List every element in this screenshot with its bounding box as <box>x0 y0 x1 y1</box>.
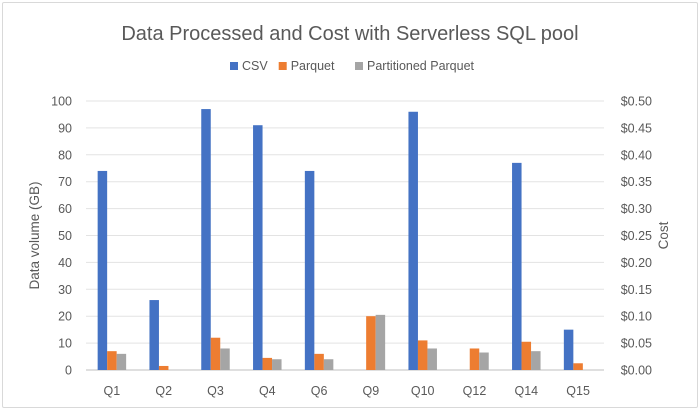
bar-partitioned-parquet-q9 <box>375 314 386 370</box>
bar-partitioned-parquet-q6 <box>323 359 334 370</box>
bar-parquet-q2 <box>158 365 169 370</box>
y2-tick-label: $0.10 <box>621 310 652 324</box>
y2-tick-label: $0.40 <box>621 148 652 162</box>
chart-title: Data Processed and Cost with Serverless … <box>121 23 578 45</box>
gridlines <box>86 100 604 371</box>
y2-tick-label: $0.45 <box>621 121 652 135</box>
legend-swatch <box>355 62 363 70</box>
legend-label: CSV <box>242 59 268 73</box>
bar-parquet-q3 <box>210 337 221 370</box>
y-tick-label: 10 <box>58 337 72 351</box>
y-tick-label: 20 <box>58 310 72 324</box>
x-tick-label: Q9 <box>363 384 380 398</box>
bar-parquet-q15 <box>573 363 583 370</box>
x-tick-label: Q6 <box>311 384 328 398</box>
y-tick-label: 30 <box>58 283 72 297</box>
x-tick-label: Q10 <box>411 384 435 398</box>
bar-csv-q1 <box>97 170 108 370</box>
y-tick-label: 70 <box>58 175 72 189</box>
bar-partitioned-parquet-q12 <box>479 352 489 370</box>
legend-label: Parquet <box>291 59 335 73</box>
y-axis-title: Data volume (GB) <box>27 181 42 289</box>
bar-parquet-q9 <box>366 316 376 370</box>
legend-swatch <box>278 62 287 70</box>
legend: CSV Parquet Partitioned Parquet <box>230 59 475 73</box>
bar-csv-q2 <box>149 300 159 370</box>
y-tick-label: 80 <box>58 148 72 162</box>
x-tick-label: Q1 <box>104 384 121 398</box>
bar-parquet-q4 <box>262 357 273 370</box>
x-tick-label: Q12 <box>463 384 487 398</box>
x-tick-label: Q3 <box>207 384 224 398</box>
y2-tick-label: $0.20 <box>621 256 652 270</box>
bar-partitioned-parquet-q1 <box>116 353 127 370</box>
y-tick-labels: 0 10 20 30 40 50 60 70 80 90 100 <box>51 95 72 378</box>
y-tick-label: 100 <box>51 95 72 109</box>
bar-csv-q6 <box>304 170 315 370</box>
bar-csv-q14 <box>512 162 522 370</box>
y2-axis-title: Cost <box>656 221 671 249</box>
bar-parquet-q1 <box>107 351 117 370</box>
bar-csv-q3 <box>201 109 211 370</box>
x-tick-label: Q14 <box>514 384 538 398</box>
bar-partitioned-parquet-q14 <box>531 351 541 370</box>
bars <box>97 109 583 371</box>
y2-tick-label: $0.25 <box>621 229 652 243</box>
bar-csv-q4 <box>253 125 263 371</box>
y2-tick-label: $0.00 <box>621 364 652 378</box>
bar-parquet-q6 <box>314 353 324 370</box>
x-tick-label: Q4 <box>259 384 276 398</box>
bar-parquet-q12 <box>469 348 480 370</box>
bar-parquet-q10 <box>417 340 428 370</box>
x-tick-labels: Q1 Q2 Q3 Q4 Q6 Q9 Q10 Q12 Q14 Q15 <box>104 384 590 398</box>
legend-swatch <box>230 62 238 70</box>
y2-tick-label: $0.15 <box>621 283 652 297</box>
legend-label: Partitioned Parquet <box>367 59 475 73</box>
y-tick-label: 90 <box>58 121 72 135</box>
bar-partitioned-parquet-q3 <box>220 348 230 370</box>
y2-tick-label: $0.30 <box>621 202 652 216</box>
bar-partitioned-parquet-q4 <box>272 359 282 370</box>
y2-tick-label: $0.35 <box>621 175 652 189</box>
y-tick-label: 60 <box>58 202 72 216</box>
y-tick-label: 50 <box>58 229 72 243</box>
bar-partitioned-parquet-q10 <box>427 348 437 370</box>
y2-tick-labels: $0.00 $0.05 $0.10 $0.15 $0.20 $0.25 $0.30 $0.35… <box>621 95 652 378</box>
x-tick-label: Q2 <box>155 384 172 398</box>
y-tick-label: 40 <box>58 256 72 270</box>
y2-tick-label: $0.50 <box>621 95 652 109</box>
bar-csv-q15 <box>563 329 574 370</box>
y-tick-label: 0 <box>65 364 72 378</box>
bar-csv-q10 <box>408 111 418 370</box>
bar-parquet-q14 <box>521 341 532 370</box>
y2-tick-label: $0.05 <box>621 337 652 351</box>
x-tick-label: Q15 <box>566 384 590 398</box>
